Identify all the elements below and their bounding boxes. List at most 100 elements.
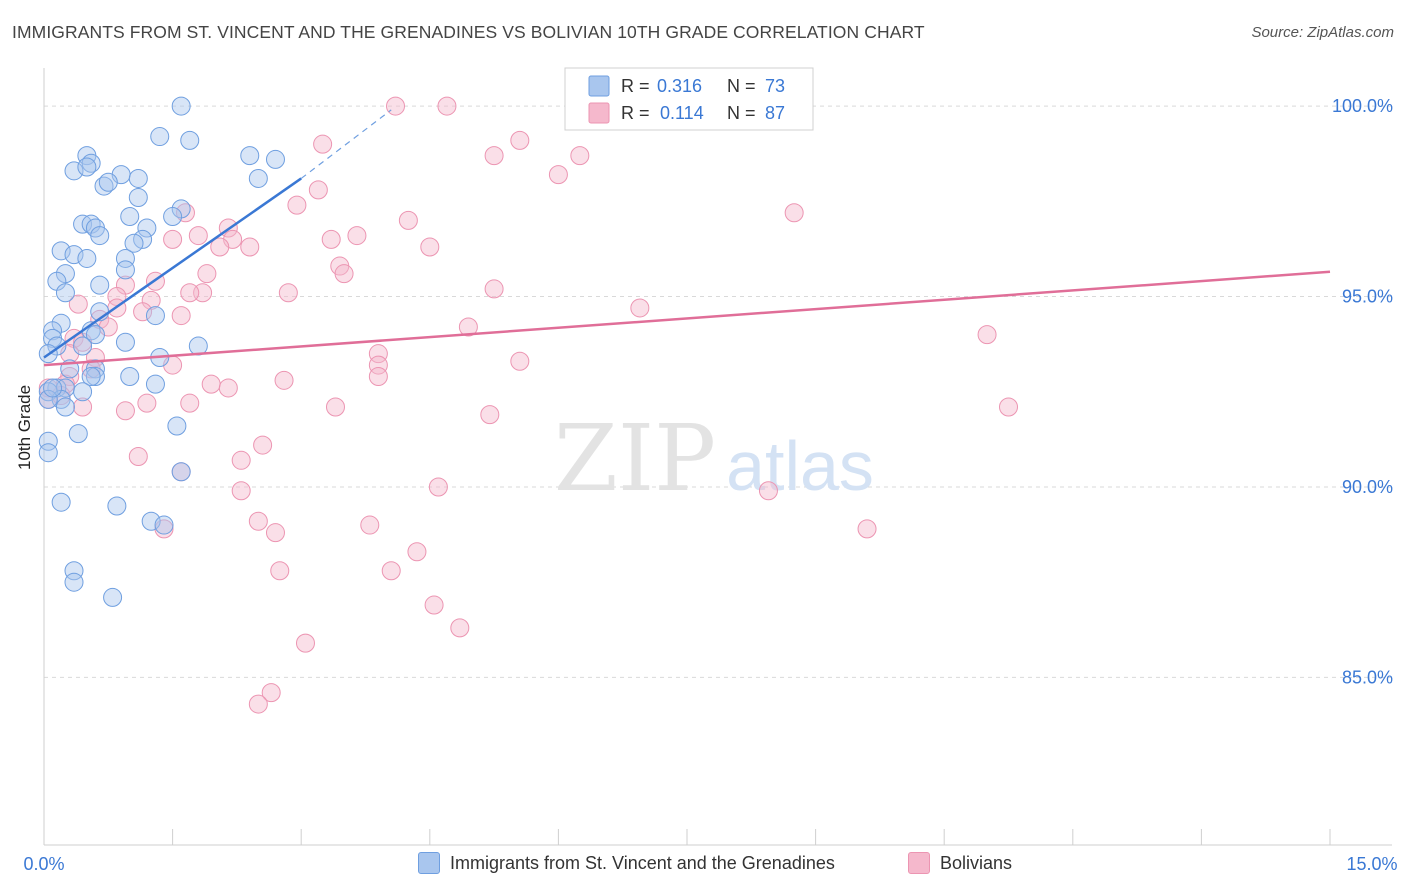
x-tick-label: 0.0% (23, 854, 64, 874)
legend-n-label-blue: N = (727, 76, 756, 96)
data-point-bolivians (334, 264, 354, 284)
data-point-bolivians (287, 195, 307, 215)
data-point-svg-immigrants (115, 260, 135, 280)
legend-r-value-blue: 0.316 (657, 76, 702, 96)
data-point-svg-immigrants (171, 96, 191, 116)
data-point-svg-immigrants (124, 233, 144, 253)
data-point-svg-immigrants (64, 245, 84, 265)
data-point-svg-immigrants (38, 389, 58, 409)
data-point-bolivians (197, 264, 217, 284)
data-point-svg-immigrants (90, 226, 110, 246)
data-point-svg-immigrants (90, 275, 110, 295)
legend-label: Bolivians (940, 852, 1013, 873)
source-label: Source: ZipAtlas.com (1251, 24, 1394, 41)
data-point-bolivians (171, 306, 191, 326)
data-point-svg-immigrants (128, 168, 148, 188)
legend-swatch-blue (588, 75, 610, 97)
data-point-bolivians (261, 683, 281, 703)
y-tick-label: 90.0% (1342, 477, 1393, 497)
data-point-svg-immigrants (107, 496, 127, 516)
data-point-svg-immigrants (77, 248, 97, 268)
data-point-bolivians (253, 435, 273, 455)
watermark: ZIP atlas (554, 405, 874, 512)
data-point-bolivians (180, 393, 200, 413)
data-point-svg-immigrants (167, 416, 187, 436)
data-point-bolivians (480, 405, 500, 425)
data-point-bolivians (857, 519, 877, 539)
gridlines (44, 105, 1392, 678)
data-point-svg-immigrants (38, 431, 58, 451)
legend-item-bolivians: Bolivians (908, 852, 1012, 874)
data-point-svg-immigrants (81, 367, 101, 387)
data-point-bolivians (450, 618, 470, 638)
data-point-svg-immigrants (248, 168, 268, 188)
data-point-bolivians (133, 302, 153, 322)
data-point-bolivians (201, 374, 221, 394)
data-point-svg-immigrants (68, 424, 88, 444)
data-point-svg-immigrants (180, 130, 200, 150)
data-point-bolivians (248, 694, 268, 714)
legend-n-value-pink: 87 (765, 103, 785, 123)
trend-line-svg-immigrants (43, 177, 302, 359)
data-point-bolivians (347, 226, 367, 246)
data-point-bolivians (210, 237, 230, 257)
data-point-bolivians (484, 279, 504, 299)
data-point-bolivians (407, 542, 427, 562)
data-point-bolivians (180, 283, 200, 303)
data-point-bolivians (115, 401, 135, 421)
data-point-bolivians (325, 397, 345, 417)
data-point-bolivians (313, 134, 333, 154)
y-tick-label: 95.0% (1342, 287, 1393, 307)
axes (43, 68, 1392, 846)
legend-swatch-blue (418, 852, 440, 874)
legend-r-label-pink: R = (621, 103, 650, 123)
data-point-svg-immigrants (98, 172, 118, 192)
data-point-svg-immigrants (43, 321, 63, 341)
legend-r-value-pink: 0.114 (660, 103, 704, 123)
data-point-bolivians (295, 633, 315, 653)
data-point-svg-immigrants (128, 188, 148, 207)
data-point-bolivians (784, 203, 804, 223)
data-point-bolivians (360, 515, 380, 535)
data-point-bolivians (428, 477, 448, 497)
data-point-bolivians (321, 229, 341, 249)
series-svg-immigrants (38, 96, 285, 607)
data-point-bolivians (368, 355, 388, 375)
data-point-bolivians (510, 130, 530, 150)
data-point-svg-immigrants (171, 462, 191, 482)
data-point-bolivians (240, 237, 260, 257)
watermark-atlas: atlas (726, 427, 874, 505)
data-point-bolivians (231, 481, 251, 501)
legend-r-label-blue: R = (621, 76, 650, 96)
data-point-svg-immigrants (145, 306, 165, 326)
data-point-bolivians (218, 378, 238, 398)
y-tick-label: 85.0% (1342, 667, 1393, 687)
data-point-bolivians (265, 523, 285, 543)
data-point-svg-immigrants (85, 367, 105, 387)
legend-swatch-pink (588, 102, 610, 124)
data-point-svg-immigrants (154, 515, 174, 535)
series-bolivians (38, 96, 1018, 714)
data-point-bolivians (999, 397, 1018, 417)
legend-top: R = 0.316 N = 73 R = 0.114 N = 87 (564, 67, 814, 131)
data-point-bolivians (977, 325, 997, 345)
data-point-bolivians (458, 317, 478, 337)
data-point-bolivians (231, 450, 251, 470)
data-point-svg-immigrants (150, 127, 170, 147)
data-point-bolivians (368, 344, 388, 364)
data-point-svg-immigrants (115, 332, 135, 352)
data-point-bolivians (437, 96, 457, 116)
data-point-bolivians (386, 96, 406, 116)
data-point-bolivians (308, 180, 328, 200)
data-point-svg-immigrants (120, 207, 140, 227)
data-point-svg-immigrants (64, 572, 84, 592)
x-tick-label: 15.0% (1346, 854, 1397, 874)
data-point-svg-immigrants (103, 587, 123, 607)
data-point-bolivians (424, 595, 444, 615)
data-point-bolivians (381, 561, 401, 581)
legend-label: Immigrants from St. Vincent and the Gren… (450, 852, 835, 873)
trend-extension-svg-immigrants (300, 109, 392, 179)
data-point-svg-immigrants (85, 325, 105, 345)
data-point-svg-immigrants (73, 382, 93, 402)
